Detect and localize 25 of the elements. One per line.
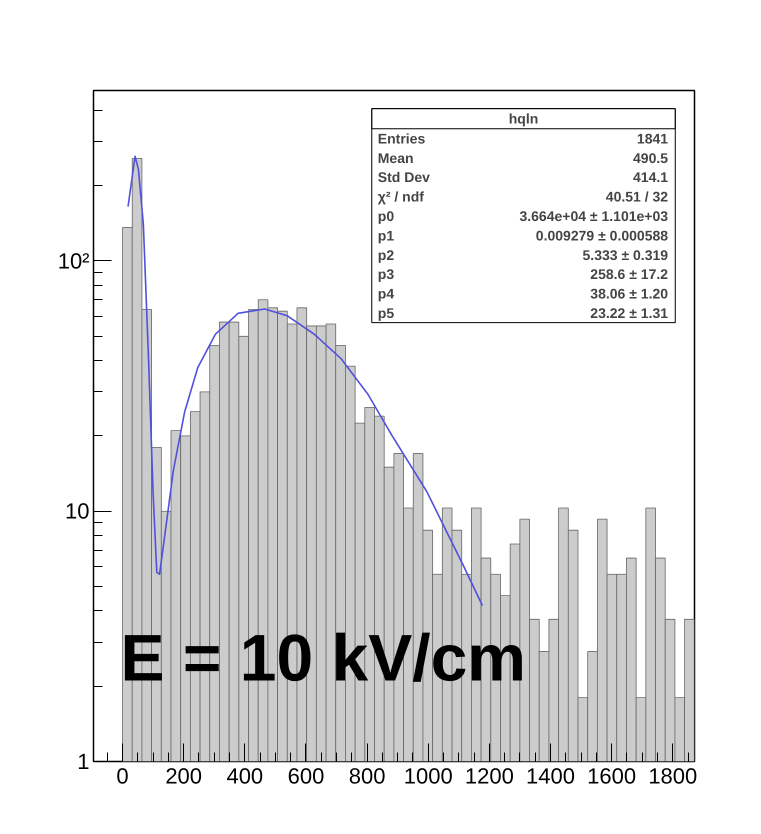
text: p2 5.333 ± 0.319 bbox=[378, 246, 668, 263]
text: p5 23.22 ± 1.31 bbox=[378, 304, 668, 321]
text: p4 38.06 ± 1.20 bbox=[378, 286, 668, 302]
x-tick-label: 800 bbox=[348, 764, 386, 788]
text: χ² / ndf 40.51 / 32 bbox=[378, 188, 668, 205]
text: p0 3.664e+04 ± 1.101e+03 bbox=[378, 208, 668, 224]
x-tick-label: 1400 bbox=[526, 764, 575, 788]
y-tick-label: 10² bbox=[58, 248, 90, 274]
y-tick-label: 1 bbox=[77, 749, 90, 774]
annotation: E = 10 kV/cm bbox=[120, 620, 526, 694]
x-tick-label: 600 bbox=[288, 764, 324, 788]
x-tick-label: 200 bbox=[165, 764, 202, 788]
text: p1 0.009279 ± 0.000588 bbox=[378, 227, 668, 244]
x-tick-label: 0 bbox=[116, 764, 129, 788]
annotation: hqln bbox=[508, 110, 538, 127]
text: Entries 1841 bbox=[378, 130, 668, 146]
text: Mean 490.5 bbox=[378, 150, 668, 166]
x-tick-label: 1600 bbox=[587, 764, 636, 788]
x-tick-label: 1000 bbox=[404, 764, 453, 788]
x-tick-label: 1800 bbox=[648, 764, 698, 788]
y-tick-label: 10 bbox=[65, 498, 90, 524]
text: p3 258.6 ± 17.2 bbox=[378, 266, 668, 282]
text: Std Dev 414.1 bbox=[378, 169, 668, 186]
x-tick-label: 400 bbox=[226, 764, 264, 788]
x-tick-label: 1200 bbox=[464, 764, 514, 788]
